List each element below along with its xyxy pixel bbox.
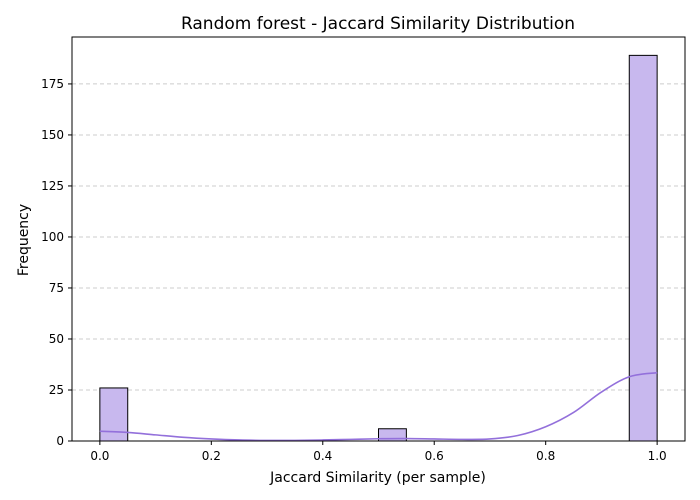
y-tick-label-1: 25 — [49, 383, 64, 397]
x-axis-label: Jaccard Similarity (per sample) — [269, 470, 486, 486]
x-tick-label-0: 0.0 — [90, 449, 109, 463]
bars-layer — [99, 54, 658, 442]
x-tick-label-2: 0.4 — [313, 449, 332, 463]
y-axis-ticks: 0 25 50 75 100 125 150 175 — [41, 77, 72, 448]
x-axis-ticks: 0.0 0.2 0.4 0.6 0.8 1.0 — [90, 441, 667, 463]
x-tick-label-1: 0.2 — [202, 449, 221, 463]
histogram-bar-2 — [628, 54, 658, 442]
kde-layer — [99, 371, 658, 442]
y-tick-label-2: 50 — [49, 332, 64, 346]
chart-title: Random forest - Jaccard Similarity Distr… — [181, 14, 575, 34]
grid-layer — [72, 83, 685, 391]
y-tick-label-0: 0 — [56, 434, 64, 448]
y-tick-label-4: 100 — [41, 230, 64, 244]
x-tick-label-3: 0.6 — [425, 449, 444, 463]
histogram-bar-0 — [99, 387, 129, 442]
x-tick-label-4: 0.8 — [536, 449, 555, 463]
y-tick-label-3: 75 — [49, 281, 64, 295]
y-axis-label: Frequency — [16, 204, 32, 276]
y-tick-label-7: 175 — [41, 77, 64, 91]
plot-frame — [71, 36, 686, 442]
y-tick-label-5: 125 — [41, 179, 64, 193]
kde-curve — [99, 371, 658, 442]
y-tick-label-6: 150 — [41, 128, 64, 142]
x-tick-label-5: 1.0 — [648, 449, 667, 463]
